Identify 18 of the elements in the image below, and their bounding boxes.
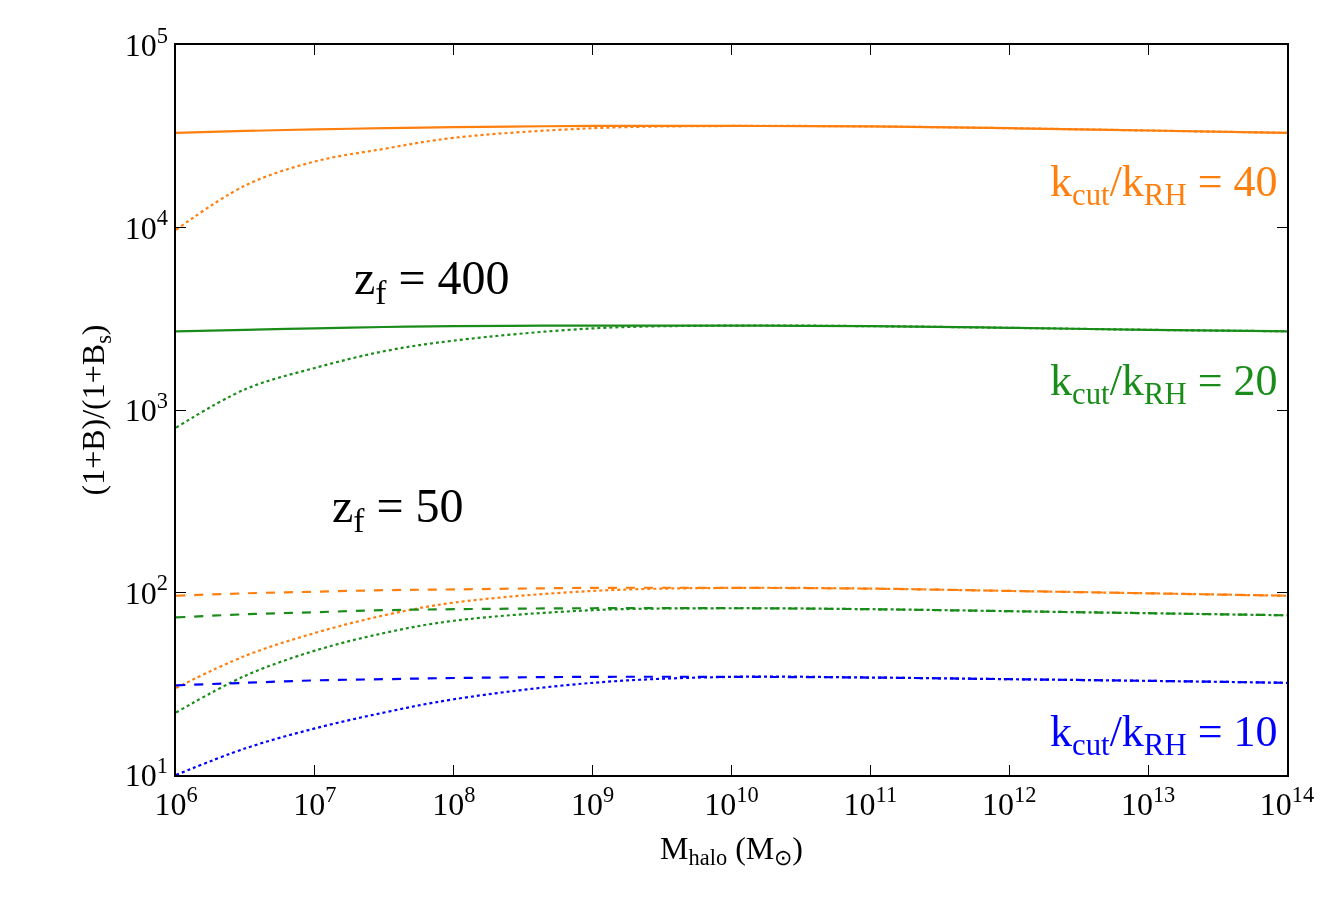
x-tick-label: 10$^{13}$	[1120, 781, 1176, 823]
x-tick-label: 10$^{7}$	[293, 781, 337, 823]
annotation: z$_{f}$ = 50	[332, 479, 464, 540]
series-label: k$_{cut}$/k$_{RH}$ = 10	[1050, 707, 1278, 763]
annotation: z$_{f}$ = 400	[354, 251, 510, 312]
x-axis-title: M$_{halo}$ (M$_{⊙}$)	[660, 829, 803, 871]
x-tick-label: 10$^{9}$	[571, 781, 615, 823]
y-tick-label: 10$^{4}$	[124, 205, 168, 246]
x-tick-label: 10$^{10}$	[704, 781, 759, 823]
y-tick-label: 10$^{2}$	[124, 570, 168, 611]
series-label: k$_{cut}$/k$_{RH}$ = 40	[1050, 157, 1278, 213]
x-tick-label: 10$^{12}$	[982, 781, 1037, 823]
x-tick-label: 10$^{8}$	[432, 781, 476, 823]
series-label: k$_{cut}$/k$_{RH}$ = 20	[1050, 356, 1278, 412]
x-tick-label: 10$^{14}$	[1259, 781, 1315, 823]
x-tick-label: 10$^{11}$	[843, 781, 898, 823]
y-tick-label: 10$^{5}$	[124, 22, 168, 64]
y-tick-label: 10$^{3}$	[124, 387, 168, 429]
